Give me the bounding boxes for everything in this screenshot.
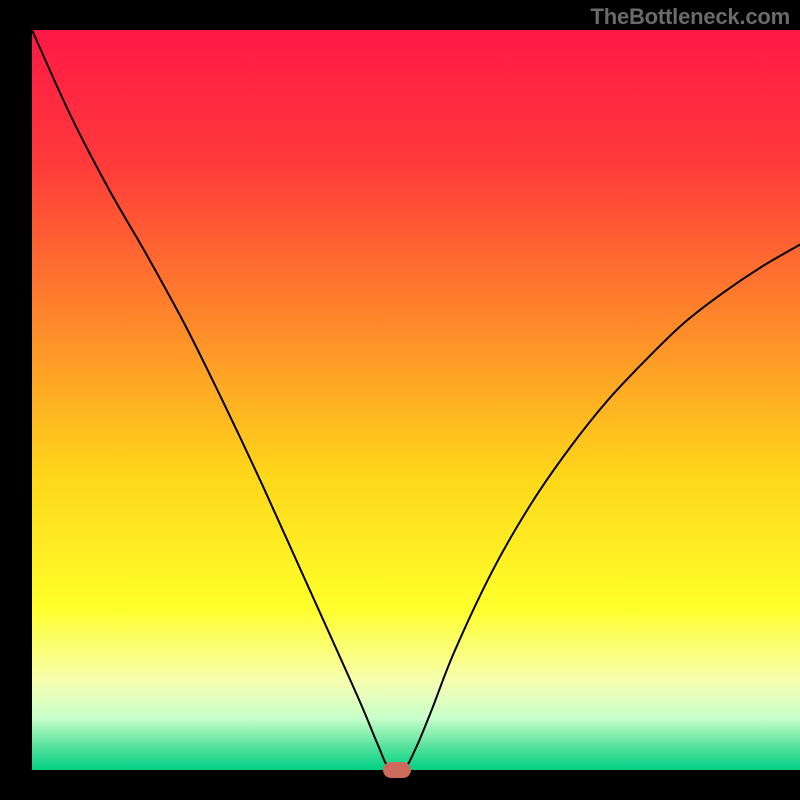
plot-area [32, 30, 800, 770]
watermark-text: TheBottleneck.com [590, 4, 790, 30]
bottleneck-curve [32, 30, 800, 770]
chart-container: TheBottleneck.com [0, 0, 800, 800]
bottleneck-curve-path [32, 30, 800, 770]
optimum-marker [383, 762, 411, 778]
